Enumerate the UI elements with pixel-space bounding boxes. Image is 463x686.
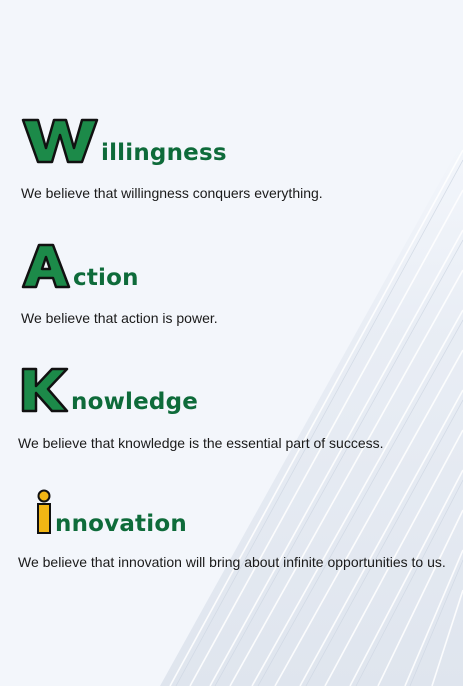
value-heading-willingness: illingness bbox=[21, 118, 227, 166]
value-word-rest: ction bbox=[73, 265, 139, 291]
initial-letter-i bbox=[37, 489, 51, 534]
value-description: We believe that willingness conquers eve… bbox=[21, 185, 323, 201]
value-word-rest: nowledge bbox=[71, 389, 199, 415]
initial-letter-k bbox=[21, 367, 69, 413]
value-word-rest: nnovation bbox=[55, 511, 187, 537]
initial-letter-a bbox=[21, 243, 71, 289]
value-description: We believe that knowledge is the essenti… bbox=[18, 435, 384, 451]
value-heading-action: ction bbox=[21, 243, 139, 291]
value-description: We believe that action is power. bbox=[21, 310, 218, 326]
value-heading-innovation: nnovation bbox=[35, 489, 187, 537]
value-heading-knowledge: nowledge bbox=[21, 367, 199, 415]
value-word-rest: illingness bbox=[101, 140, 227, 166]
initial-letter-w bbox=[21, 118, 99, 164]
value-description: We believe that innovation will bring ab… bbox=[18, 554, 446, 570]
